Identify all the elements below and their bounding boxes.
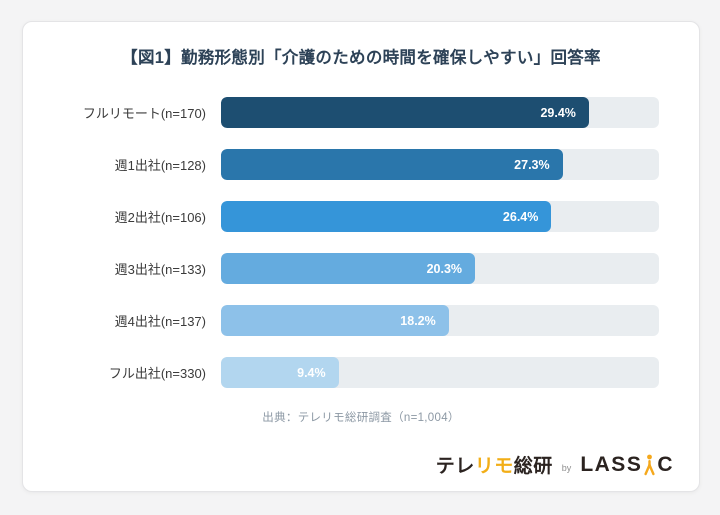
- category-label: フル出社(n=330): [108, 366, 206, 381]
- chart-row: 週4出社(n=137) 18.2%: [23, 305, 659, 336]
- category-label: 週3出社(n=133): [114, 262, 206, 277]
- category-label: フルリモート(n=170): [82, 106, 206, 121]
- bar-track: 20.3%: [221, 253, 659, 284]
- brand-suffix: 総研: [513, 456, 553, 477]
- person-icon: [642, 454, 657, 476]
- brand-accent: リモ: [474, 456, 514, 477]
- page-title: 【図1】勤務形態別「介護のための時間を確保しやすい」回答率: [121, 49, 601, 67]
- bar-track: 27.3%: [221, 149, 659, 180]
- value-label: 26.4%: [502, 209, 539, 224]
- footer-logos: テレリモ総研 by LASS C: [23, 451, 699, 478]
- value-label: 27.3%: [514, 157, 550, 172]
- bar-track: 18.2%: [221, 305, 659, 336]
- bar-fill: 29.4%: [221, 97, 589, 128]
- value-label: 18.2%: [400, 313, 436, 328]
- bar-track: 26.4%: [221, 201, 659, 232]
- bar-fill: 9.4%: [221, 357, 339, 388]
- bar-fill: 27.3%: [221, 149, 563, 180]
- source-note: 出典：テレリモ総研調査（n=1,004）: [262, 412, 460, 424]
- bar-fill: 18.2%: [221, 305, 449, 336]
- chart-row: 週3出社(n=133) 20.3%: [23, 253, 659, 284]
- chart-row: 週2出社(n=106) 26.4%: [23, 201, 659, 232]
- chart-card: 【図1】勤務形態別「介護のための時間を確保しやすい」回答率 フルリモート(n=1…: [22, 21, 700, 492]
- bar-fill: 26.4%: [221, 201, 552, 232]
- lassic-text-right: C: [657, 452, 674, 476]
- telerimo-logo: テレリモ総研: [436, 451, 553, 478]
- value-label: 9.4%: [297, 365, 326, 380]
- chart-row: フルリモート(n=170) 29.4%: [23, 97, 659, 128]
- value-label: 29.4%: [540, 105, 576, 120]
- lassic-logo: LASS C: [580, 453, 674, 477]
- category-label: 週4出社(n=137): [114, 314, 206, 329]
- bar-track: 29.4%: [221, 97, 659, 128]
- bar-fill: 20.3%: [221, 253, 476, 284]
- lassic-text-left: LASS: [580, 452, 643, 476]
- chart-row: フル出社(n=330) 9.4%: [23, 357, 659, 388]
- category-label: 週2出社(n=106): [114, 210, 206, 225]
- bar-track: 9.4%: [221, 357, 659, 388]
- by-label: by: [561, 462, 572, 473]
- brand-prefix: テレ: [435, 456, 475, 477]
- chart-row: 週1出社(n=128) 27.3%: [23, 149, 659, 180]
- bar-chart: フルリモート(n=170) 29.4% 週1出社(n=128) 27.3% 週2…: [23, 97, 699, 388]
- value-label: 20.3%: [426, 261, 463, 276]
- category-label: 週1出社(n=128): [114, 158, 206, 173]
